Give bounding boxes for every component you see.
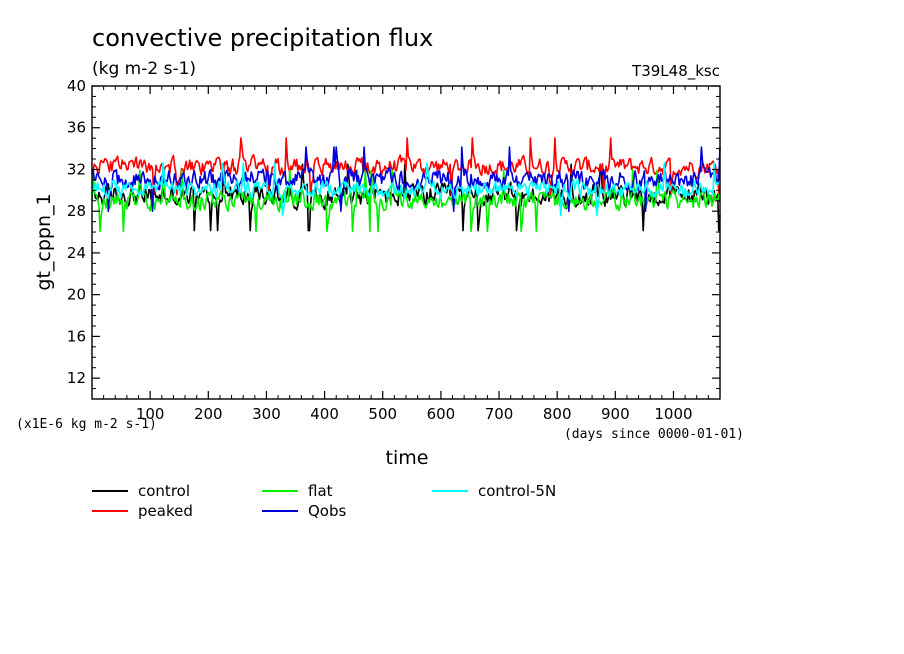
x-tick-label: 200 bbox=[194, 405, 223, 423]
run-label: T39L48_ksc bbox=[631, 62, 720, 81]
x-tick-label: 700 bbox=[485, 405, 514, 423]
x-tick-label: 1000 bbox=[654, 405, 692, 423]
y-tick-label: 20 bbox=[67, 286, 86, 304]
y-tick-label: 16 bbox=[67, 327, 86, 345]
series-line-qobs bbox=[91, 146, 721, 212]
x-units-note: (days since 0000-01-01) bbox=[564, 427, 744, 442]
x-axis-label: time bbox=[386, 447, 429, 469]
x-tick-label: 600 bbox=[427, 405, 456, 423]
series-lines bbox=[91, 137, 721, 233]
x-tick-label: 900 bbox=[601, 405, 630, 423]
legend-label-control-5n: control-5N bbox=[478, 482, 556, 500]
y-tick-label: 28 bbox=[67, 202, 86, 220]
legend-label-peaked: peaked bbox=[138, 502, 193, 520]
x-tick-label: 300 bbox=[252, 405, 281, 423]
axis-ticks: 12 16 20 24 28 32 36 40 100 200 300 400 500 600 700 800… bbox=[67, 77, 720, 423]
plot-frame bbox=[91, 85, 721, 400]
y-tick-label: 36 bbox=[67, 119, 86, 137]
chart-title: convective precipitation flux bbox=[92, 24, 433, 52]
y-tick-label: 12 bbox=[67, 369, 86, 387]
legend-label-qobs: Qobs bbox=[308, 502, 347, 520]
y-scale-note: (x1E-6 kg m-2 s-1) bbox=[16, 417, 157, 432]
y-tick-label: 40 bbox=[67, 77, 86, 95]
legend-label-control: control bbox=[138, 482, 190, 500]
y-tick-label: 32 bbox=[67, 160, 86, 178]
series-line-control-5n bbox=[91, 162, 721, 217]
x-tick-label: 400 bbox=[310, 405, 339, 423]
y-axis-label: gt_cppn_1 bbox=[33, 193, 55, 290]
units-label: (kg m-2 s-1) bbox=[92, 59, 196, 79]
x-tick-label: 500 bbox=[368, 405, 397, 423]
legend: control peaked flat Qobs control-5N bbox=[92, 482, 556, 520]
x-tick-label: 100 bbox=[136, 405, 165, 423]
x-tick-label: 800 bbox=[543, 405, 572, 423]
legend-label-flat: flat bbox=[308, 482, 333, 500]
y-tick-label: 24 bbox=[67, 244, 86, 262]
series-line-peaked bbox=[92, 137, 721, 196]
